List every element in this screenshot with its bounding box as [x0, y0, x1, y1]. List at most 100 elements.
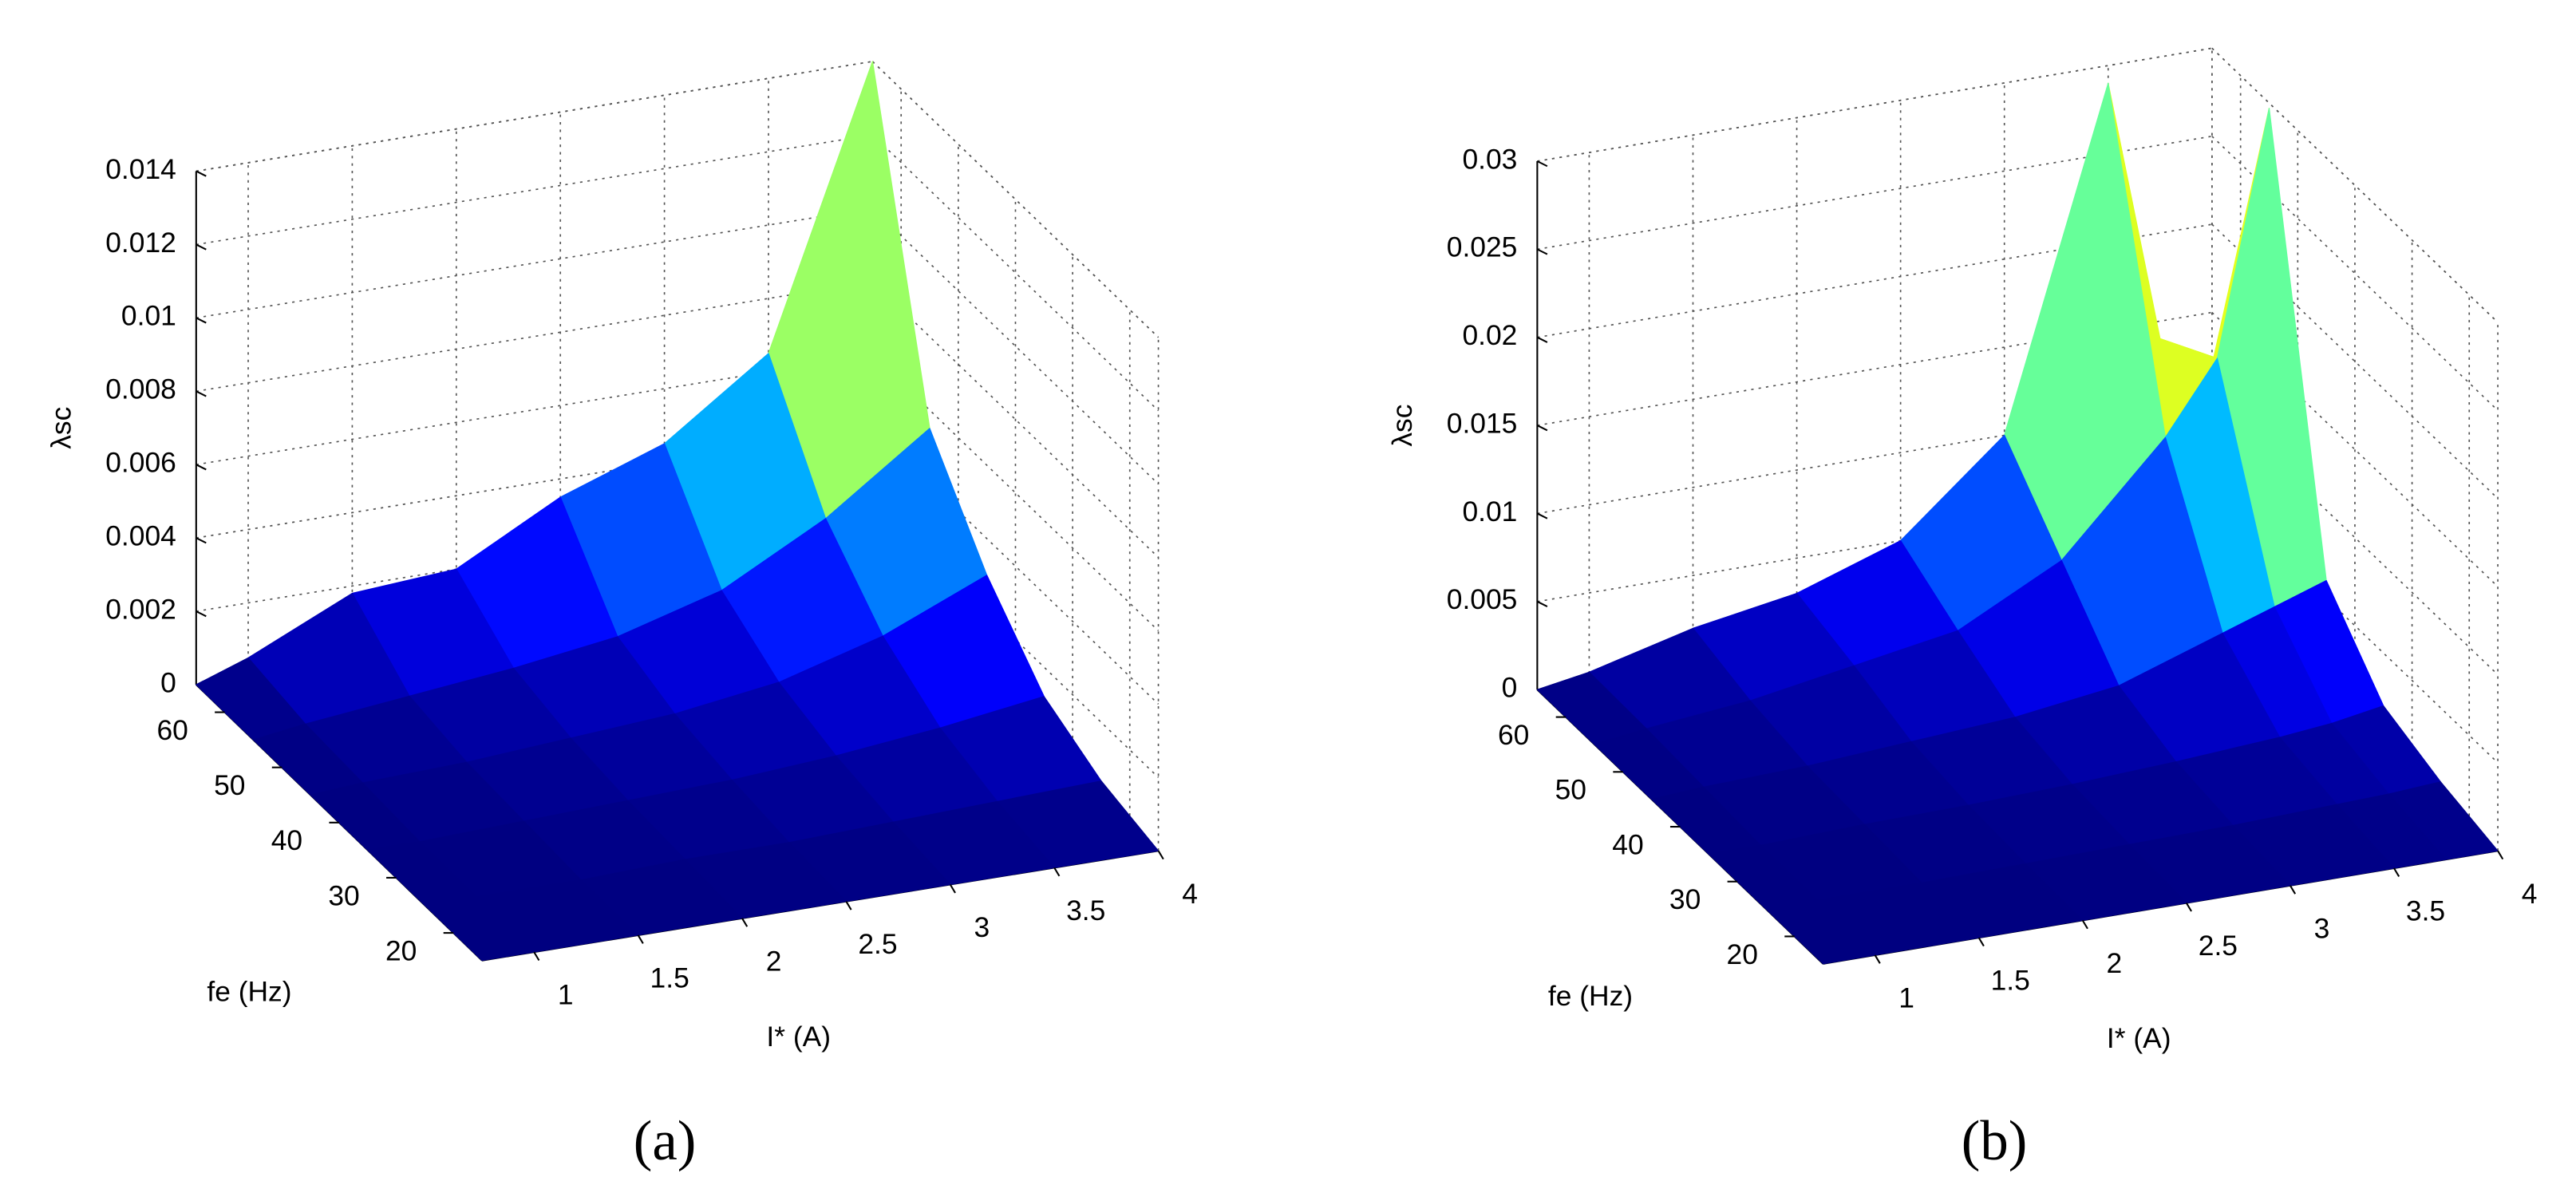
z-axis-label: λsc: [1386, 405, 1418, 447]
grid-line: [196, 354, 873, 466]
z-tick-label: 0.01: [121, 300, 176, 332]
surface-plot: 0 0.005 0.01 0.015 0.02 0.025 0.03 1 1.5 2 2.5 3 3.5…: [1386, 47, 2538, 1172]
x-tick: [2185, 903, 2192, 912]
x-tick: [1977, 937, 1985, 947]
y-tick-label: 50: [1555, 774, 1586, 806]
x-tick: [637, 934, 644, 944]
surface-plot: 0 0.002 0.004 0.006 0.008 0.01 0.012 0.014 1 1.5 2…: [45, 61, 1198, 1172]
grid-line: [196, 207, 873, 319]
z-tick-label: 0: [160, 666, 176, 698]
y-tick-label: 60: [156, 714, 188, 746]
x-tick: [741, 918, 749, 927]
x-tick-label: 3: [974, 911, 990, 943]
y-tick-label: 30: [328, 879, 359, 911]
z-tick-label: 0.01: [1462, 496, 1517, 527]
z-tick: [196, 243, 207, 251]
z-tick: [196, 610, 207, 618]
grid-line: [871, 207, 1160, 485]
y-tick-label: 20: [1727, 938, 1758, 970]
grid-line: [871, 281, 1160, 559]
x-tick: [2081, 919, 2088, 930]
grid-line: [2211, 47, 2499, 323]
x-tick-label: 1.5: [1991, 965, 2030, 997]
z-tick-label: 0.006: [105, 447, 176, 479]
grid-line: [871, 428, 1160, 705]
x-tick-label: 2.5: [858, 928, 897, 960]
y-tick-label: 60: [1498, 719, 1529, 751]
grid-line: [196, 281, 873, 393]
y-tick-label: 30: [1669, 883, 1701, 915]
caption: (b): [1962, 1110, 2028, 1172]
grid-line: [196, 427, 873, 539]
y-tick-label: 50: [214, 769, 245, 801]
grid-line: [2211, 488, 2499, 764]
x-tick-label: 1: [558, 979, 574, 1011]
z-tick-label: 0.004: [105, 519, 176, 551]
x-tick: [2497, 850, 2504, 860]
z-tick-label: 0.005: [1447, 583, 1518, 615]
x-tick-label: 3: [2314, 912, 2330, 944]
grid-line: [2211, 400, 2499, 676]
z-tick: [1536, 248, 1548, 255]
x-tick: [1053, 867, 1061, 877]
z-tick: [196, 537, 207, 544]
z-tick: [1536, 425, 1548, 432]
grid-line: [2211, 223, 2499, 500]
z-axis-label: λsc: [45, 407, 77, 449]
z-tick-label: 0.012: [105, 227, 176, 259]
y-tick-label: 20: [385, 934, 417, 966]
y-axis-label: fe (Hz): [1548, 980, 1633, 1012]
grid-line: [871, 134, 1160, 412]
y-tick-label: 40: [1612, 828, 1643, 860]
z-tick: [1536, 160, 1548, 168]
z-tick-label: 0.025: [1447, 231, 1518, 263]
z-tick: [1536, 600, 1548, 608]
x-tick-label: 1.5: [650, 962, 689, 994]
x-axis-label: I* (A): [766, 1021, 831, 1053]
x-tick: [845, 901, 852, 911]
z-tick: [1536, 512, 1548, 519]
grid-line: [196, 134, 873, 246]
x-tick: [1874, 954, 1881, 964]
x-tick-label: 2.5: [2199, 930, 2238, 962]
y-axis-label: fe (Hz): [207, 976, 291, 1008]
grid-line: [2211, 136, 2499, 411]
z-tick-label: 0.014: [105, 153, 176, 185]
x-tick: [2393, 867, 2400, 877]
z-tick-label: 0.02: [1462, 319, 1517, 351]
z-tick-label: 0.03: [1462, 143, 1517, 175]
grid-line: [1537, 47, 2212, 162]
grid-line: [871, 501, 1160, 778]
grid-line: [2211, 311, 2499, 587]
x-tick: [949, 883, 956, 894]
z-tick-label: 0.015: [1447, 407, 1518, 439]
box-edge: [196, 61, 873, 172]
grid-line: [871, 61, 1160, 338]
surface-cell: [1765, 899, 1876, 965]
x-tick-label: 1: [1898, 982, 1914, 1014]
grid-line: [196, 500, 873, 612]
x-tick-label: 3.5: [1066, 895, 1105, 926]
z-tick: [196, 170, 207, 177]
z-tick-label: 0: [1502, 672, 1518, 704]
z-tick: [1536, 336, 1548, 343]
grid-line: [196, 61, 873, 172]
x-tick-label: 4: [1182, 878, 1198, 910]
x-tick-label: 3.5: [2406, 895, 2445, 927]
x-tick-label: 2: [766, 945, 782, 977]
z-tick-label: 0.008: [105, 373, 176, 405]
x-axis-label: I* (A): [2107, 1022, 2171, 1054]
x-tick: [533, 951, 540, 962]
z-tick: [196, 390, 207, 397]
z-tick: [196, 464, 207, 471]
x-tick-label: 4: [2522, 878, 2538, 910]
x-tick-label: 2: [2106, 947, 2122, 979]
grid-line: [871, 354, 1160, 632]
surface-cell: [424, 896, 535, 962]
z-tick-label: 0.002: [105, 593, 176, 625]
x-tick: [2289, 885, 2297, 895]
y-tick-label: 40: [271, 824, 302, 856]
z-tick: [196, 317, 207, 324]
